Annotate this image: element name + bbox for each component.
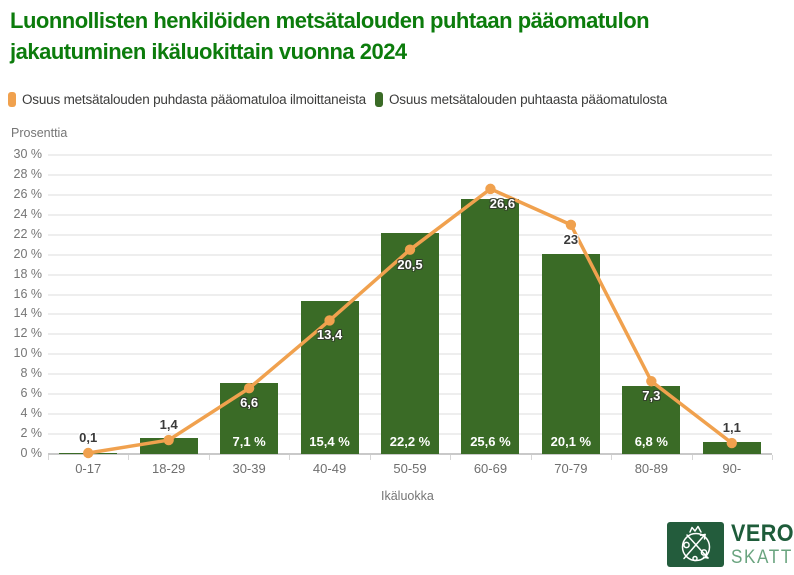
line-value-label: 23 [563, 231, 579, 247]
line-value-label: 6,6 [240, 395, 259, 411]
logo-text-skatt: SKATT [731, 547, 793, 568]
x-tick-mark [450, 455, 452, 460]
y-tick-label: 14 % [13, 306, 43, 321]
x-tick-mark [691, 455, 693, 460]
x-tick-mark [128, 455, 130, 460]
y-tick-label: 6 % [20, 386, 42, 401]
legend-swatch-green [374, 92, 383, 107]
gridline [48, 213, 772, 216]
x-tick-mark [48, 455, 49, 460]
y-tick-label: 22 % [13, 226, 43, 241]
legend-label-line-series: Osuus metsätalouden puhdasta pääomatuloa… [22, 92, 366, 107]
y-tick-label: 8 % [20, 366, 42, 381]
y-axis-title: Prosenttia [11, 126, 68, 140]
x-axis-label: 30-39 [232, 461, 266, 476]
line-value-label: 7,3 [642, 388, 661, 404]
vero-logo-emblem [667, 522, 724, 567]
bar [59, 453, 118, 454]
bar-label: 7,1 % [232, 433, 266, 449]
x-tick-mark [772, 455, 773, 460]
x-tick-mark [208, 455, 210, 460]
bar-label: 6,8 % [634, 433, 668, 449]
x-axis-label: 0-17 [75, 461, 102, 476]
y-tick-label: 16 % [13, 286, 43, 301]
line-value-label: 1,1 [722, 420, 741, 436]
bar-label: 22,2 % [389, 433, 431, 449]
legend-label-bar-series: Osuus metsätalouden puhtaasta pääomatulo… [388, 92, 668, 107]
y-tick-label: 12 % [13, 326, 43, 341]
x-tick-mark [289, 455, 291, 460]
line-value-label: 1,4 [159, 417, 178, 433]
y-tick-label: 30 % [13, 147, 43, 161]
bar: 7,1 % [220, 383, 279, 454]
bar: 25,6 % [461, 198, 520, 454]
line-value-label: 26,6 [489, 195, 516, 211]
x-axis-label: 90- [722, 461, 742, 476]
legend-item-bar-series: Osuus metsätalouden puhtaasta pääomatulo… [374, 92, 668, 107]
y-tick-label: 4 % [20, 406, 42, 421]
chart-title: Luonnollisten henkilöiden metsätalouden … [10, 8, 650, 64]
legend: Osuus metsätalouden puhdasta pääomatuloa… [8, 92, 667, 107]
x-axis-label: 50-59 [393, 461, 427, 476]
y-tick-label: 0 % [20, 446, 42, 460]
x-tick-mark [530, 455, 532, 460]
plot-area: 7,1 % 15,4 % 22,2 % 25,6 % 20,1 % 6,8 % [48, 154, 772, 455]
bar [139, 438, 198, 454]
line-value-label: 20,5 [397, 256, 423, 272]
y-tick-label: 2 % [20, 426, 42, 441]
vero-skatt-logo: VERO SKATT [667, 522, 794, 567]
bar: 15,4 % [300, 300, 359, 454]
x-axis-title: Ikäluokka [381, 489, 434, 503]
y-tick-label: 20 % [13, 246, 43, 261]
bar-label: 25,6 % [470, 433, 511, 449]
logo-wordmark: VERO SKATT [731, 520, 794, 568]
line-value-label: 13,4 [316, 327, 343, 343]
y-tick-label: 18 % [13, 266, 43, 281]
y-tick-label: 10 % [13, 346, 43, 361]
bar: 20,1 % [541, 253, 600, 454]
x-axis-label: 80-89 [634, 461, 668, 476]
x-tick-mark [611, 455, 613, 460]
y-tick-label: 26 % [13, 186, 43, 201]
x-tick-mark [369, 455, 371, 460]
x-axis-label: 60-69 [473, 461, 508, 476]
gridline [48, 154, 772, 156]
vero-emblem-icon [681, 525, 710, 561]
x-axis-label: 40-49 [312, 461, 347, 476]
bar-label: 15,4 % [309, 433, 350, 449]
bar [702, 442, 761, 454]
legend-item-line-series: Osuus metsätalouden puhdasta pääomatuloa… [8, 92, 366, 107]
y-tick-label: 24 % [13, 206, 43, 221]
legend-swatch-orange [8, 92, 16, 107]
bar-label: 20,1 % [550, 433, 592, 449]
x-axis-label: 18-29 [152, 461, 186, 476]
y-tick-label: 28 % [13, 166, 43, 181]
logo-text-vero: VERO [731, 520, 794, 547]
gridline [48, 173, 772, 176]
x-axis-label: 70-79 [554, 461, 588, 476]
line-value-label: 0,1 [79, 430, 98, 445]
gridline [48, 193, 772, 196]
